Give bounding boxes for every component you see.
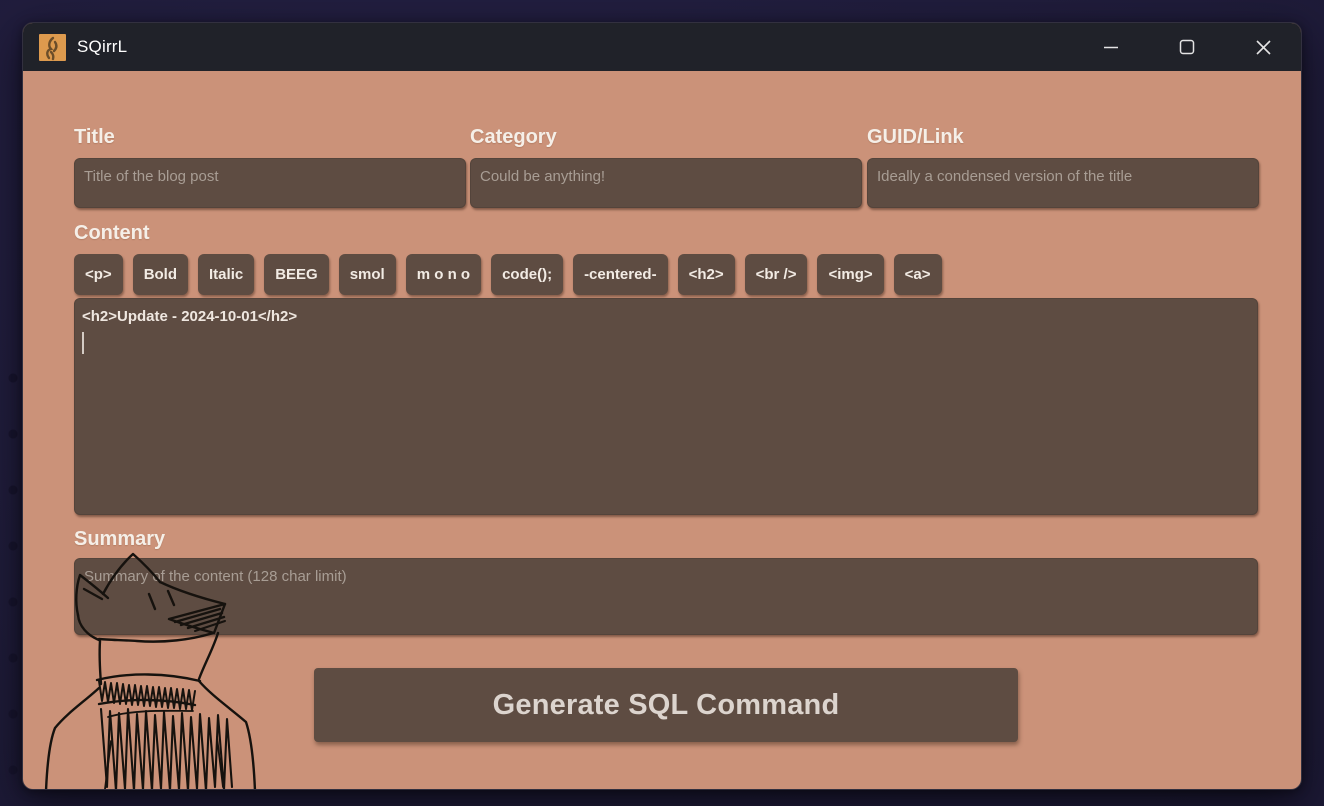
- maximize-button[interactable]: [1149, 23, 1225, 71]
- category-label: Category: [470, 126, 557, 148]
- minimize-icon: [1104, 46, 1118, 49]
- window-controls: [1073, 23, 1301, 71]
- desktop-dot-pattern: [5, 350, 21, 800]
- maximize-icon: [1179, 39, 1195, 55]
- format-button-mono[interactable]: m o n o: [405, 254, 482, 295]
- title-bar[interactable]: SQirrL: [23, 23, 1301, 71]
- field-title: Title: [74, 123, 466, 208]
- format-button-smol[interactable]: smol: [338, 254, 396, 295]
- minimize-button[interactable]: [1073, 23, 1149, 71]
- format-button-code[interactable]: code();: [491, 254, 564, 295]
- app-window: SQirrL Title Category: [22, 22, 1302, 790]
- format-toolbar: <p> Bold Italic BEEG smol m o n o code()…: [74, 254, 942, 295]
- app-icon: [39, 33, 66, 61]
- title-input[interactable]: [74, 158, 466, 208]
- field-guid-link: GUID/Link: [867, 123, 1259, 208]
- generate-sql-button[interactable]: Generate SQL Command: [314, 668, 1018, 742]
- format-button-br[interactable]: <br />: [744, 254, 808, 295]
- content-editor[interactable]: <h2>Update - 2024-10-01</h2>: [74, 298, 1258, 515]
- summary-field-wrap: [74, 558, 1258, 635]
- window-title: SQirrL: [77, 37, 128, 56]
- guid-link-label: GUID/Link: [867, 126, 964, 148]
- format-button-paragraph[interactable]: <p>: [74, 254, 123, 295]
- format-button-a[interactable]: <a>: [893, 254, 942, 295]
- guid-link-input[interactable]: [867, 158, 1259, 208]
- format-button-h2[interactable]: <h2>: [677, 254, 735, 295]
- format-button-bold[interactable]: Bold: [132, 254, 189, 295]
- field-category: Category: [470, 123, 862, 208]
- format-button-centered[interactable]: -centered-: [573, 254, 668, 295]
- category-input[interactable]: [470, 158, 862, 208]
- close-button[interactable]: [1225, 23, 1301, 71]
- content-label: Content: [74, 222, 150, 244]
- format-button-img[interactable]: <img>: [817, 254, 884, 295]
- format-button-italic[interactable]: Italic: [198, 254, 255, 295]
- close-icon: [1255, 39, 1271, 55]
- summary-label: Summary: [74, 528, 166, 550]
- summary-input[interactable]: [74, 558, 1258, 635]
- title-label: Title: [74, 126, 115, 148]
- format-button-beeg[interactable]: BEEG: [264, 254, 329, 295]
- content-editor-wrap: <h2>Update - 2024-10-01</h2>: [74, 298, 1258, 515]
